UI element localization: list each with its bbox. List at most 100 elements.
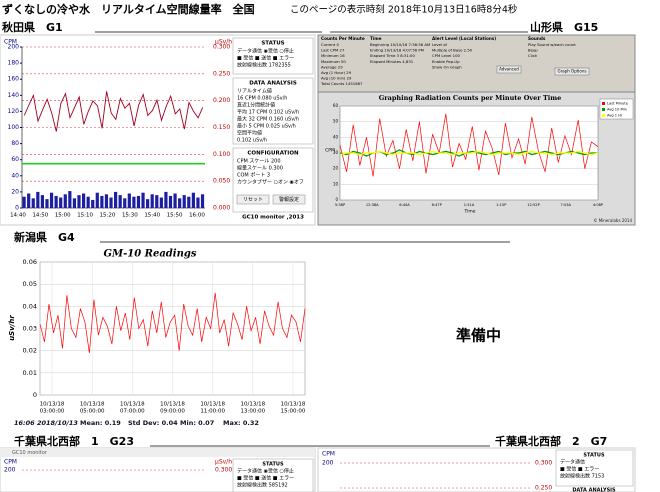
y-tick-label: 40 <box>333 134 339 139</box>
bar <box>196 197 200 208</box>
footer: GC10 monitor ,2013 <box>242 215 304 221</box>
section-heading: DATA ANALYSIS <box>249 81 297 87</box>
sidebar-line: 最小 5 CPM 0.025 uSv/h <box>237 123 296 130</box>
y-tick-label: 100 <box>8 124 20 131</box>
bar <box>27 193 31 208</box>
legend <box>599 98 634 120</box>
section-heading: STATUS <box>261 41 284 47</box>
window-title-bar <box>0 448 315 457</box>
sidebar-line: 0.102 uSv/h <box>237 138 267 144</box>
y-tick-label: 30 <box>333 150 339 155</box>
axis-title: µSv/h <box>215 39 232 46</box>
section-heading: Counts Per Minute <box>321 36 365 41</box>
button[interactable] <box>554 67 590 76</box>
section-heading: Sounds <box>528 36 546 41</box>
x-tick-label: 11:00:00 <box>200 409 225 415</box>
status-line: STATUS <box>262 462 284 468</box>
stat-text: Mean: 0.19 <box>80 419 121 427</box>
y-tick-label: 160 <box>8 76 20 83</box>
sidebar-line: カウンタブザー ○オン ◉オフ <box>237 179 304 186</box>
status-line: ■ 受信 ■ エラー <box>560 466 599 473</box>
y-tick-label: 0.02 <box>23 347 37 355</box>
bar <box>91 199 95 208</box>
button[interactable] <box>272 194 306 205</box>
control-line: Enable Pop-Up <box>432 59 460 64</box>
y-tick-label: 140 <box>8 92 20 99</box>
x-tick-label: 1:51A <box>464 203 475 207</box>
y2-tick-label: 0.050 <box>213 178 230 185</box>
status-line: STATUS <box>583 453 605 459</box>
x-tick-label: 12:38A <box>366 203 379 207</box>
sidebar-line: 直近1分間統計値 <box>237 102 275 109</box>
bar <box>31 198 35 208</box>
control-line: Total Counts 1451867 <box>320 81 363 86</box>
series-line <box>339 150 599 156</box>
button-label: Advanced <box>499 67 519 72</box>
axis-title: CPM <box>4 39 17 46</box>
x-tick-label: 1:15P <box>496 203 507 207</box>
yamagata-controls <box>317 34 636 93</box>
y-tick-label: 200 <box>4 467 16 474</box>
sidebar-line: 平均 17 CPM 0.102 uSv/h <box>237 109 299 116</box>
sidebar-line: 最大 32 CPM 0.160 uSv/h <box>237 116 299 123</box>
y2-tick-label: 0.250 <box>213 70 230 77</box>
cpm-line <box>23 91 204 132</box>
station-name: 千葉県北西部 1 G23 <box>14 434 134 448</box>
y2-tick-label: 0.300 <box>215 467 232 474</box>
x-tick-label: 15:00:00 <box>281 409 306 415</box>
bar <box>114 191 118 208</box>
y-tick-label: 10 <box>333 181 339 186</box>
x-tick-label: 03:00:00 <box>40 409 65 415</box>
bar <box>173 193 177 208</box>
x-tick-label: 15:50 <box>167 213 183 219</box>
y2-tick-label: 0.100 <box>213 151 230 158</box>
bar <box>127 193 131 208</box>
bar <box>68 191 72 208</box>
station-name: 秋田県 G1 <box>2 20 63 34</box>
control-line: CPM Level 100 <box>432 53 460 58</box>
placeholder: 準備中 <box>456 327 501 345</box>
sidebar-box <box>232 77 314 145</box>
section-heading: Alert Level (Local Stations) <box>432 36 496 41</box>
axis-title: CPM <box>322 451 335 458</box>
axis-title: Time <box>463 209 475 215</box>
control-line: Avg (10 min) 29 <box>321 76 352 81</box>
section-heading: Time <box>370 36 382 41</box>
legend-entry: Avg 10 Min <box>607 108 627 112</box>
sidebar-line: CPM スケール 200 <box>237 158 281 165</box>
axis-title: µSv/h <box>215 459 232 466</box>
x-tick-label: 4:08P <box>593 203 604 207</box>
x-tick-label: 16:00 <box>189 213 205 219</box>
x-tick-label: 7:03A <box>560 203 571 207</box>
x-tick-label: 10/13/18 <box>120 402 145 408</box>
x-tick-label: 15:30 <box>122 213 138 219</box>
x-tick-label: 15:00 <box>55 213 71 219</box>
control-line: Minimum 16 <box>321 53 345 58</box>
bar <box>168 195 173 208</box>
control-line: Play Sound w/each count <box>528 42 576 47</box>
series-line <box>339 113 599 177</box>
chart-title: GM-10 Readings <box>104 249 197 260</box>
legend-swatch <box>602 102 605 105</box>
sidebar-line: COM ポート 3 <box>237 172 270 179</box>
bar <box>81 193 86 208</box>
button[interactable] <box>236 194 270 205</box>
y-tick-label: 120 <box>8 108 20 115</box>
y-tick-label: 20 <box>333 166 339 171</box>
y2-tick-label: 0.300 <box>213 44 230 51</box>
button[interactable] <box>496 65 522 74</box>
bar <box>109 197 113 208</box>
window-title: GC10 monitor <box>12 450 48 456</box>
bar <box>86 196 90 208</box>
control-line: Click <box>528 53 538 58</box>
control-line: Last CPM 27 <box>321 48 345 53</box>
x-tick-label: 07:00:00 <box>120 409 145 415</box>
x-tick-label: 10/13/18 <box>281 402 306 408</box>
sidebar-line: 放射線検出数 1782355 <box>237 62 291 69</box>
sidebar-line: 線量スケール 0.300 <box>237 165 283 172</box>
bar <box>164 191 168 208</box>
bar <box>77 195 81 208</box>
y2-tick-label: 0.250 <box>535 485 552 492</box>
y-tick-label: 0 <box>335 197 338 202</box>
